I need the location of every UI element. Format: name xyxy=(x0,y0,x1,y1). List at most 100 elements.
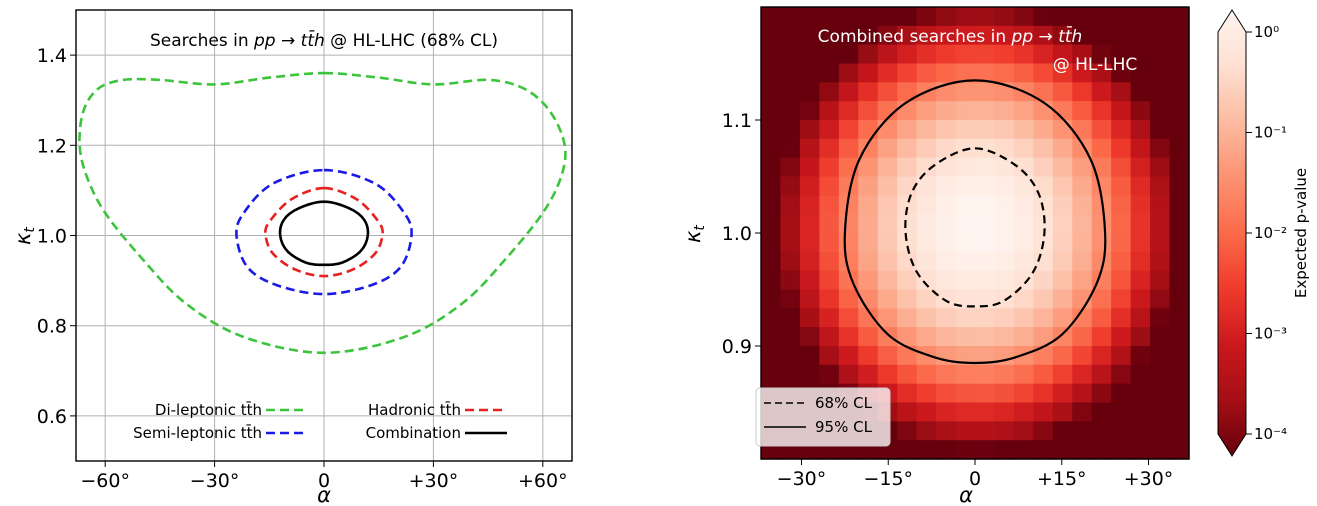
left-grid xyxy=(76,10,572,461)
heatmap-cell xyxy=(994,63,1015,83)
heatmap-cell xyxy=(1150,7,1171,27)
heatmap-cell xyxy=(936,7,957,27)
heatmap-cell xyxy=(1130,308,1151,328)
heatmap-cell xyxy=(1091,383,1112,404)
heatmap-cell xyxy=(1052,82,1073,102)
heatmap-cell xyxy=(1111,7,1132,27)
heatmap-cell xyxy=(897,7,918,27)
heatmap-cell xyxy=(1111,214,1132,234)
heatmap-cell xyxy=(799,346,820,366)
heatmap-cell xyxy=(1013,101,1034,121)
heatmap-cell xyxy=(955,157,976,178)
colorbar-ticks: 10⁻⁴ 10⁻³ 10⁻² 10⁻¹ 10⁰ xyxy=(1246,23,1287,443)
heatmap-cell xyxy=(780,101,801,121)
heatmap-cell xyxy=(975,157,996,178)
heatmap-cell xyxy=(877,176,898,196)
heatmap-cell xyxy=(780,63,801,83)
heatmap-cell xyxy=(916,176,937,196)
heatmap-cell xyxy=(858,44,879,65)
heatmap-cell xyxy=(1072,270,1093,291)
heatmap-cell xyxy=(1150,82,1171,102)
heatmap-cell xyxy=(1130,101,1151,121)
heatmap-cell xyxy=(1130,44,1151,65)
heatmap-cell xyxy=(955,327,976,347)
heatmap-cell xyxy=(838,101,859,121)
heatmap-cell xyxy=(1169,233,1190,253)
heatmap-cell xyxy=(1150,251,1171,272)
heatmap-cell xyxy=(955,44,976,65)
heatmap-cell xyxy=(1130,25,1151,46)
heatmap-cell xyxy=(975,176,996,196)
heatmap-cell xyxy=(975,346,996,366)
heatmap-cell xyxy=(780,157,801,178)
heatmap-cell xyxy=(1169,383,1190,404)
left-y-tick-label: 0.6 xyxy=(37,406,67,428)
heatmap-cell xyxy=(1013,25,1034,46)
heatmap-cell xyxy=(1033,308,1054,328)
heatmap-cell xyxy=(1013,63,1034,83)
heatmap-cell xyxy=(838,251,859,272)
heatmap-cell xyxy=(761,120,782,140)
heatmap-cell xyxy=(761,44,782,65)
heatmap-cell xyxy=(1169,214,1190,234)
right-contour-curve xyxy=(843,79,1107,365)
heatmap-cell xyxy=(916,308,937,328)
heatmap-cell xyxy=(761,176,782,196)
heatmap-cell xyxy=(955,383,976,404)
heatmap-cell xyxy=(1052,157,1073,178)
heatmap-cell xyxy=(994,383,1015,404)
heatmap-cell xyxy=(838,63,859,83)
heatmap-cell xyxy=(994,251,1015,272)
heatmap-cell xyxy=(897,63,918,83)
heatmap-cell xyxy=(1052,120,1073,140)
heatmap-cell xyxy=(780,289,801,309)
heatmap-cell xyxy=(1111,289,1132,309)
heatmap-cell xyxy=(1091,402,1112,422)
heatmap-cell xyxy=(994,138,1015,159)
heatmap-cell xyxy=(799,233,820,253)
heatmap-cell xyxy=(877,308,898,328)
heatmap-cell xyxy=(761,7,782,27)
heatmap-cell xyxy=(761,82,782,102)
heatmap-cell xyxy=(1111,402,1132,422)
heatmap-cell xyxy=(994,308,1015,328)
heatmap-cell xyxy=(1013,421,1034,441)
heatmap-cell xyxy=(1033,346,1054,366)
heatmap-cell xyxy=(897,138,918,159)
colorbar-bar xyxy=(1217,9,1247,457)
heatmap-cell xyxy=(1052,101,1073,121)
heatmap-cell xyxy=(858,63,879,83)
heatmap-cell xyxy=(897,421,918,441)
heatmap-cell xyxy=(975,25,996,46)
heatmap-cell xyxy=(994,233,1015,253)
heatmap-cell xyxy=(819,176,840,196)
heatmap-cell xyxy=(819,63,840,83)
right-contour-curves xyxy=(843,79,1107,365)
heatmap-cell xyxy=(877,270,898,291)
left-y-tick-label: 1.2 xyxy=(37,135,67,157)
heatmap-cell xyxy=(1150,364,1171,385)
heatmap-cell xyxy=(1130,157,1151,178)
heatmap-cell xyxy=(936,120,957,140)
heatmap-cell xyxy=(819,233,840,253)
heatmap-cell xyxy=(1013,7,1034,27)
heatmap-cell xyxy=(838,346,859,366)
heatmap-cell xyxy=(916,63,937,83)
heatmap-cell xyxy=(1130,440,1151,460)
heatmap-cell xyxy=(1111,25,1132,46)
heatmap-cell xyxy=(1169,157,1190,178)
heatmap-cell xyxy=(1150,120,1171,140)
heatmap-cell xyxy=(780,214,801,234)
right-legend: 68% CL 95% CL xyxy=(755,387,891,447)
heatmap-cell xyxy=(1111,101,1132,121)
heatmap-cell xyxy=(780,195,801,215)
heatmap-cell xyxy=(1150,101,1171,121)
heatmap-cell xyxy=(1169,440,1190,460)
heatmap-cell xyxy=(916,270,937,291)
heatmap-cell xyxy=(799,63,820,83)
heatmap-cell xyxy=(1052,25,1073,46)
heatmap-cell xyxy=(1130,82,1151,102)
left-legend: Di-leptonic tt̄h Hadronic tt̄h Semi-lepton… xyxy=(133,400,507,442)
heatmap-cell xyxy=(799,270,820,291)
left-x-tick-label: +30° xyxy=(409,470,459,492)
